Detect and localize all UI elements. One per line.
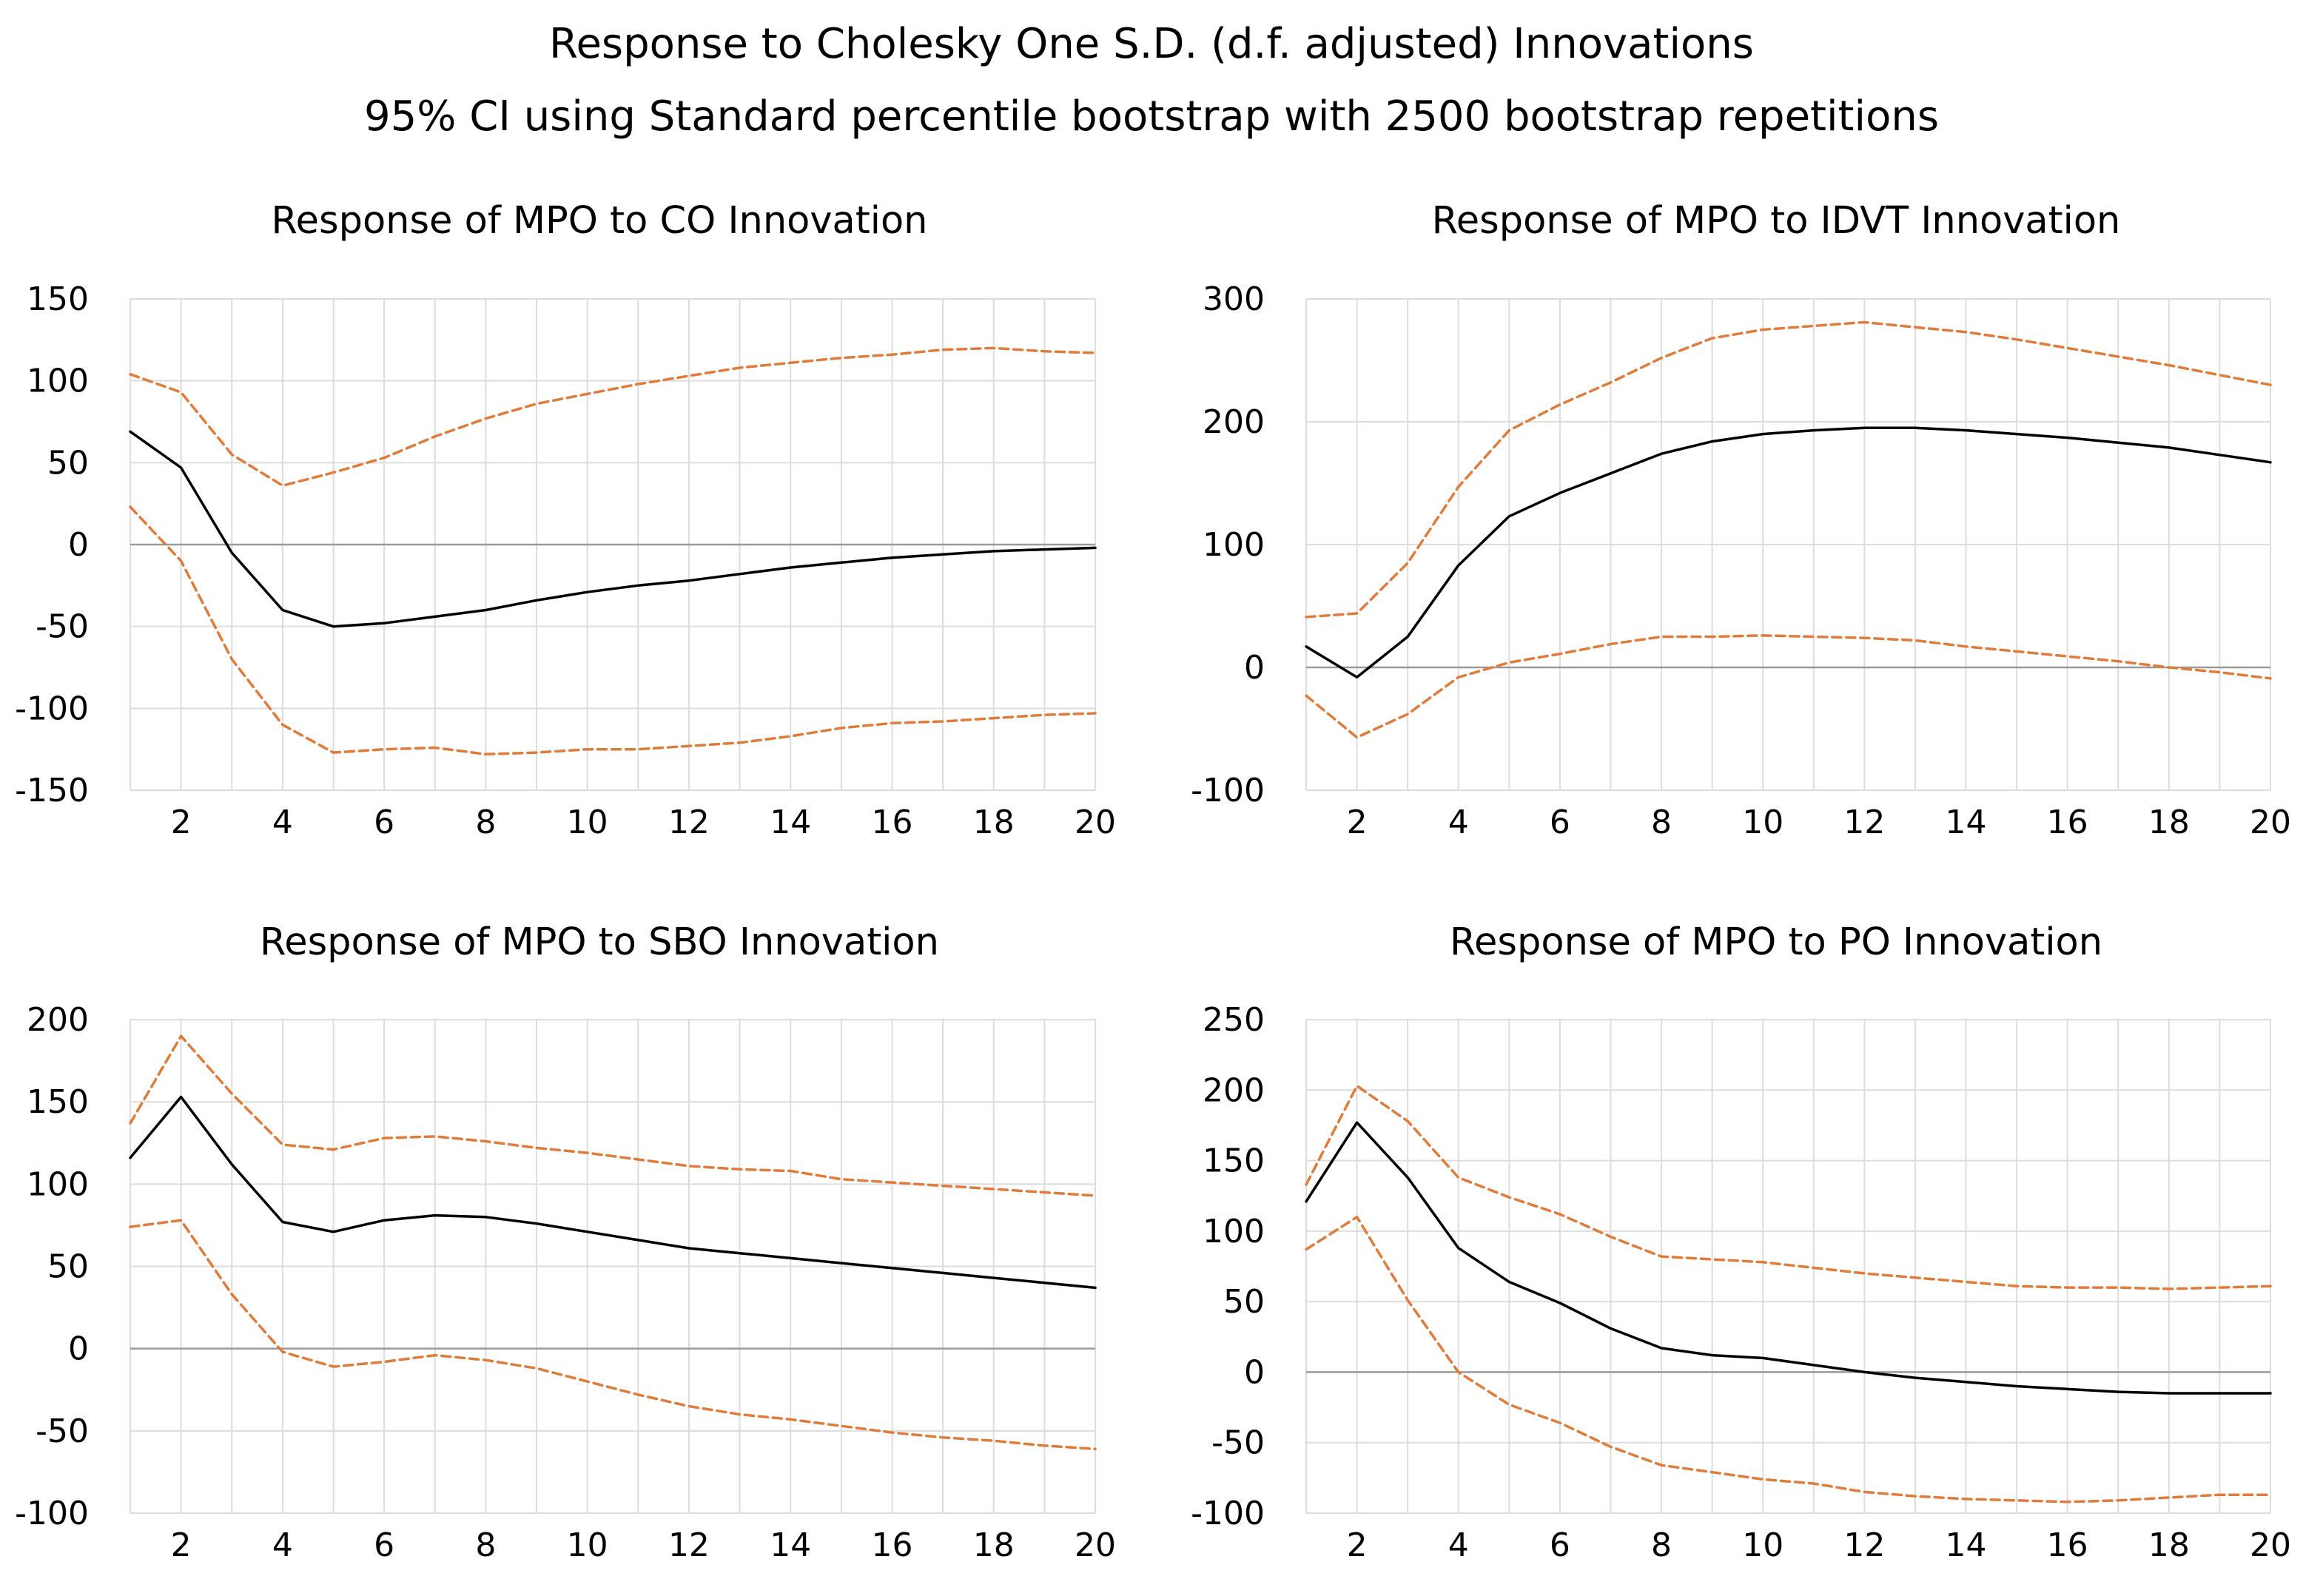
x-tick-label: 20	[2250, 804, 2291, 841]
panel-sbo: Response of MPO to SBO Innovation -100 -50…	[15, 920, 1116, 1564]
y-tick-label: 100	[27, 1165, 89, 1203]
y-tick-label: -150	[15, 772, 89, 809]
panel-title-sbo: Response of MPO to SBO Innovation	[260, 920, 939, 964]
y-tick-label: -100	[15, 690, 89, 727]
y-tick-label: 150	[1203, 1142, 1265, 1180]
y-tick-label: 100	[27, 363, 89, 400]
x-tick-label: 18	[973, 1526, 1015, 1564]
series-response-line	[1305, 1121, 2272, 1395]
y-tick-label: 150	[27, 280, 89, 318]
panel-title-po: Response of MPO to PO Innovation	[1450, 920, 2102, 964]
x-tick-label: 20	[1075, 804, 1116, 841]
y-tick-label: 200	[27, 1001, 89, 1039]
series-upper-line	[129, 346, 1097, 488]
x-tick-label: 14	[770, 1526, 811, 1564]
x-tick-label: 6	[1550, 804, 1570, 841]
x-tick-label: 2	[1347, 1526, 1368, 1564]
x-tick-label: 12	[1843, 804, 1885, 841]
x-tick-label: 10	[567, 804, 608, 841]
x-tick-label: 14	[770, 804, 811, 841]
y-tick-label: 250	[1203, 1001, 1265, 1039]
x-tick-label: 12	[1843, 1526, 1885, 1564]
series-lower-line	[129, 1219, 1097, 1451]
series-lower-line	[1305, 634, 2272, 739]
x-tick-label: 18	[973, 804, 1015, 841]
x-tick-label: 10	[1742, 1526, 1783, 1564]
x-tick-label: 2	[1347, 804, 1368, 841]
series-response-line	[129, 430, 1097, 628]
x-tick-label: 4	[272, 1526, 293, 1564]
panel-po: Response of MPO to PO Innovation -100 -50 0…	[1191, 920, 2291, 1564]
x-tick-label: 12	[668, 804, 710, 841]
x-tick-label: 12	[668, 1526, 710, 1564]
x-tick-label: 2	[171, 804, 192, 841]
y-tick-label: 0	[68, 526, 89, 564]
y-tick-label: 200	[1203, 403, 1265, 441]
x-tick-label: 6	[1550, 1526, 1570, 1564]
panel-co: Response of MPO to CO Innovation -150 -100…	[15, 199, 1116, 841]
x-tick-label: 14	[1946, 1526, 1987, 1564]
y-tick-label: 50	[47, 444, 89, 482]
figure-title: Response to Cholesky One S.D. (d.f. adju…	[549, 20, 1754, 68]
x-tick-label: 4	[1448, 1526, 1469, 1564]
series-response-line	[1305, 426, 2272, 679]
series-response-line	[129, 1095, 1097, 1290]
series-upper-line	[129, 1034, 1097, 1197]
x-tick-label: 18	[2148, 1526, 2190, 1564]
x-tick-label: 8	[1651, 804, 1672, 841]
y-tick-label: 300	[1203, 280, 1265, 318]
figure-subtitle: 95% CI using Standard percentile bootstr…	[364, 92, 1939, 141]
y-tick-label: 50	[1223, 1283, 1265, 1321]
x-tick-label: 18	[2148, 804, 2190, 841]
series-lower-line	[1305, 1216, 2272, 1504]
y-tick-label: -50	[36, 1413, 89, 1450]
y-tick-label: 0	[1244, 649, 1265, 687]
y-tick-label: 100	[1203, 1213, 1265, 1250]
x-tick-label: 2	[171, 1526, 192, 1564]
x-tick-label: 4	[272, 804, 293, 841]
panel-idvt: Response of MPO to IDVT Innovation -100 0 1…	[1191, 199, 2291, 841]
x-tick-label: 16	[871, 1526, 912, 1564]
x-tick-label: 10	[1742, 804, 1783, 841]
x-tick-label: 10	[567, 1526, 608, 1564]
y-tick-label: 0	[1244, 1353, 1265, 1391]
x-tick-label: 6	[374, 1526, 394, 1564]
y-tick-label: -50	[36, 608, 89, 646]
x-tick-label: 20	[2250, 1526, 2291, 1564]
x-tick-label: 8	[475, 1526, 496, 1564]
x-tick-label: 16	[2047, 1526, 2088, 1564]
y-tick-label: -100	[1191, 1495, 1265, 1532]
series-upper-line	[1305, 1084, 2272, 1290]
y-tick-label: 200	[1203, 1071, 1265, 1109]
x-tick-label: 8	[475, 804, 496, 841]
panel-title-co: Response of MPO to CO Innovation	[271, 199, 927, 243]
x-tick-label: 20	[1075, 1526, 1116, 1564]
x-tick-label: 16	[871, 804, 912, 841]
x-tick-label: 6	[374, 804, 394, 841]
series-upper-line	[1305, 320, 2272, 619]
y-tick-label: 0	[68, 1330, 89, 1368]
y-tick-label: 150	[27, 1083, 89, 1121]
panel-title-idvt: Response of MPO to IDVT Innovation	[1432, 199, 2121, 243]
x-tick-label: 14	[1946, 804, 1987, 841]
y-tick-label: 50	[47, 1248, 89, 1286]
y-tick-label: 100	[1203, 526, 1265, 564]
y-tick-label: -100	[1191, 772, 1265, 809]
x-tick-label: 8	[1651, 1526, 1672, 1564]
y-tick-label: -50	[1211, 1424, 1265, 1462]
x-tick-label: 4	[1448, 804, 1469, 841]
x-tick-label: 16	[2047, 804, 2088, 841]
series-lower-line	[129, 505, 1097, 756]
y-tick-label: -100	[15, 1495, 89, 1532]
